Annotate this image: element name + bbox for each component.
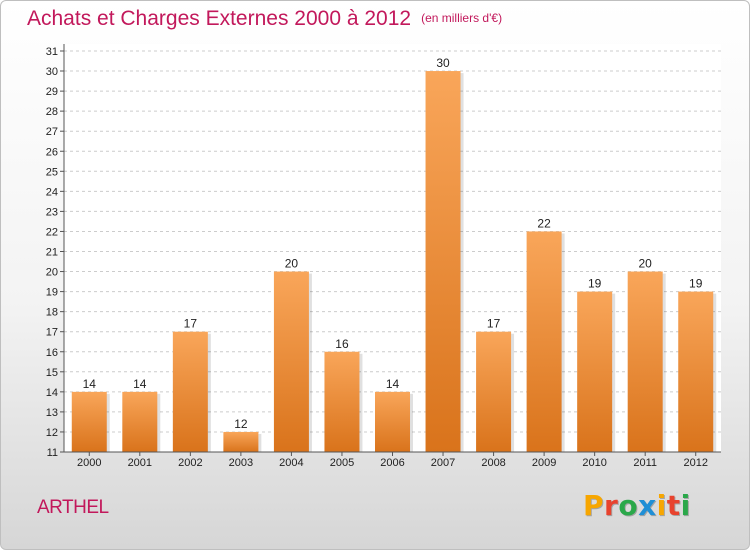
x-tick-label-2009: 2009	[532, 457, 556, 469]
x-tick-label-2003: 2003	[229, 457, 253, 469]
labels: 11 12 13 14 15 16 17 18 19 20 21 22 23 24 25 26 27 28 29 30…	[46, 46, 708, 469]
proxiti-logo: Proxiti	[583, 489, 691, 522]
y-tick-label: 29	[46, 86, 58, 98]
value-label-2001: 14	[133, 377, 147, 391]
bar-2011	[627, 271, 663, 452]
bar-2009	[526, 231, 562, 452]
value-label-2009: 22	[537, 216, 551, 230]
bar-2005	[324, 351, 360, 452]
logo-letter: r	[604, 489, 619, 522]
y-tick-label: 23	[46, 206, 58, 218]
x-tick-label-2000: 2000	[77, 457, 101, 469]
value-label-2003: 12	[234, 417, 248, 431]
x-tick-label-2005: 2005	[330, 457, 354, 469]
y-tick-label: 24	[46, 186, 58, 198]
x-tick-label-2012: 2012	[683, 457, 707, 469]
value-label-2004: 20	[285, 257, 299, 271]
x-tick-label-2001: 2001	[128, 457, 152, 469]
bar-2006	[375, 391, 410, 452]
bar-2007	[425, 71, 461, 453]
x-tick-label-2006: 2006	[380, 457, 404, 469]
value-label-2000: 14	[83, 377, 97, 391]
chart-title-text: Achats et Charges Externes 2000 à 2012	[27, 7, 412, 30]
y-tick-label: 22	[46, 226, 58, 238]
y-tick-label: 26	[46, 146, 58, 158]
y-tick-label: 12	[46, 427, 58, 439]
logo-letter: o	[618, 489, 639, 522]
logo-letter: i	[680, 489, 691, 522]
chart-title: Achats et Charges Externes 2000 à 2012 (e…	[27, 7, 502, 31]
bars	[71, 71, 717, 453]
y-tick-label: 14	[46, 387, 58, 399]
y-tick-label: 13	[46, 407, 58, 419]
bar-2008	[476, 331, 512, 452]
bar-2010	[577, 291, 613, 452]
x-tick-label-2010: 2010	[582, 457, 606, 469]
bar-2004	[273, 271, 309, 452]
x-tick-label-2007: 2007	[431, 457, 455, 469]
y-tick-label: 31	[46, 46, 58, 58]
value-label-2008: 17	[487, 317, 501, 331]
value-label-2005: 16	[335, 337, 349, 351]
bar-2001	[122, 391, 158, 452]
logo-letter: x	[638, 489, 657, 522]
value-label-2012: 19	[689, 277, 703, 291]
bar-2012	[678, 291, 714, 452]
y-tick-label: 16	[46, 347, 58, 359]
y-tick-label: 30	[46, 66, 58, 78]
y-tick-label: 25	[46, 166, 58, 178]
chart-subtitle: (en milliers d'€)	[421, 11, 503, 25]
x-tick-label-2008: 2008	[481, 457, 505, 469]
value-label-2007: 30	[436, 56, 450, 70]
value-label-2011: 20	[639, 257, 653, 271]
y-tick-label: 20	[46, 267, 58, 279]
y-tick-label: 18	[46, 307, 58, 319]
value-label-2010: 19	[588, 277, 602, 291]
logo-letter: P	[583, 489, 605, 522]
bar-2000	[71, 391, 107, 452]
y-tick-label: 27	[46, 126, 58, 138]
value-label-2002: 17	[184, 317, 198, 331]
y-tick-label: 19	[46, 287, 58, 299]
bar-2003	[223, 431, 259, 452]
x-tick-label-2002: 2002	[178, 457, 202, 469]
y-tick-label: 21	[46, 247, 58, 259]
y-tick-label: 28	[46, 106, 58, 118]
logo-letter: t	[666, 489, 681, 522]
y-tick-label: 11	[47, 447, 58, 459]
commune-name: ARTHEL	[37, 497, 109, 518]
bar-2002	[172, 331, 208, 452]
x-tick-label-2011: 2011	[633, 457, 657, 469]
logo-letter: i	[656, 489, 667, 522]
y-tick-label: 17	[46, 327, 58, 339]
y-tick-label: 15	[46, 367, 58, 379]
axes	[60, 44, 721, 456]
value-label-2006: 14	[386, 377, 400, 391]
x-tick-label-2004: 2004	[279, 457, 303, 469]
